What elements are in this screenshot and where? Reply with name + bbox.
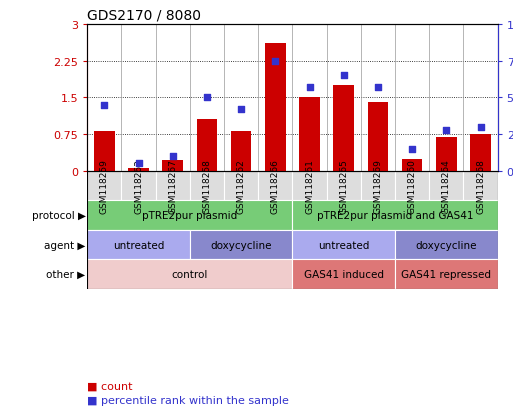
Bar (333, 86, 354, 171)
Bar (128, 169, 149, 171)
Text: pTRE2pur plasmid: pTRE2pur plasmid (142, 211, 238, 221)
Bar (94, 131, 114, 171)
FancyBboxPatch shape (87, 260, 292, 289)
Point (340, 73, 348, 79)
FancyBboxPatch shape (87, 230, 190, 260)
Bar (402, 159, 422, 171)
Bar (196, 120, 217, 171)
FancyBboxPatch shape (292, 260, 395, 289)
FancyBboxPatch shape (87, 201, 292, 230)
Text: GSM118269: GSM118269 (373, 159, 382, 214)
Point (442, 127, 450, 134)
Point (169, 154, 177, 160)
Text: doxycycline: doxycycline (210, 240, 272, 250)
Point (100, 102, 108, 109)
FancyBboxPatch shape (292, 201, 498, 230)
FancyBboxPatch shape (87, 171, 122, 201)
Text: GAS41 repressed: GAS41 repressed (401, 269, 491, 279)
Text: GSM118258: GSM118258 (203, 159, 211, 214)
Text: GAS41 induced: GAS41 induced (304, 269, 384, 279)
Text: GSM118261: GSM118261 (305, 159, 314, 214)
Text: other ▶: other ▶ (46, 269, 86, 279)
Text: GSM118259: GSM118259 (100, 159, 109, 214)
FancyBboxPatch shape (327, 171, 361, 201)
Text: doxycycline: doxycycline (416, 240, 477, 250)
FancyBboxPatch shape (292, 171, 327, 201)
Bar (231, 131, 251, 171)
Text: pTRE2pur plasmid and GAS41: pTRE2pur plasmid and GAS41 (317, 211, 473, 221)
FancyBboxPatch shape (395, 260, 498, 289)
Text: GSM118266: GSM118266 (271, 159, 280, 214)
Text: GSM118268: GSM118268 (476, 159, 485, 214)
Text: agent ▶: agent ▶ (44, 240, 86, 250)
FancyBboxPatch shape (258, 171, 292, 201)
FancyBboxPatch shape (190, 171, 224, 201)
Point (271, 58, 280, 65)
Text: ■ count: ■ count (87, 381, 133, 391)
FancyBboxPatch shape (395, 171, 429, 201)
Text: GSM118267: GSM118267 (168, 159, 177, 214)
Point (305, 85, 313, 91)
FancyBboxPatch shape (292, 230, 395, 260)
Bar (470, 135, 491, 171)
FancyBboxPatch shape (463, 171, 498, 201)
Point (237, 107, 245, 113)
FancyBboxPatch shape (155, 171, 190, 201)
Text: GSM118262: GSM118262 (236, 159, 246, 214)
Text: GSM118265: GSM118265 (339, 159, 348, 214)
Text: GDS2170 / 8080: GDS2170 / 8080 (87, 8, 201, 22)
Text: protocol ▶: protocol ▶ (31, 211, 86, 221)
Text: untreated: untreated (318, 240, 369, 250)
Bar (368, 103, 388, 171)
FancyBboxPatch shape (361, 171, 395, 201)
Point (408, 146, 416, 153)
Text: GSM118260: GSM118260 (408, 159, 417, 214)
Point (203, 95, 211, 102)
FancyBboxPatch shape (429, 171, 463, 201)
Point (134, 161, 143, 167)
Point (374, 85, 382, 91)
Text: untreated: untreated (113, 240, 164, 250)
Text: GSM118263: GSM118263 (134, 159, 143, 214)
FancyBboxPatch shape (122, 171, 155, 201)
Text: control: control (172, 269, 208, 279)
Bar (436, 138, 457, 171)
FancyBboxPatch shape (395, 230, 498, 260)
Bar (299, 98, 320, 171)
Bar (265, 44, 286, 171)
FancyBboxPatch shape (224, 171, 258, 201)
Text: ■ percentile rank within the sample: ■ percentile rank within the sample (87, 395, 289, 405)
FancyBboxPatch shape (190, 230, 292, 260)
Bar (163, 161, 183, 171)
Point (477, 124, 485, 131)
Text: GSM118264: GSM118264 (442, 159, 451, 214)
